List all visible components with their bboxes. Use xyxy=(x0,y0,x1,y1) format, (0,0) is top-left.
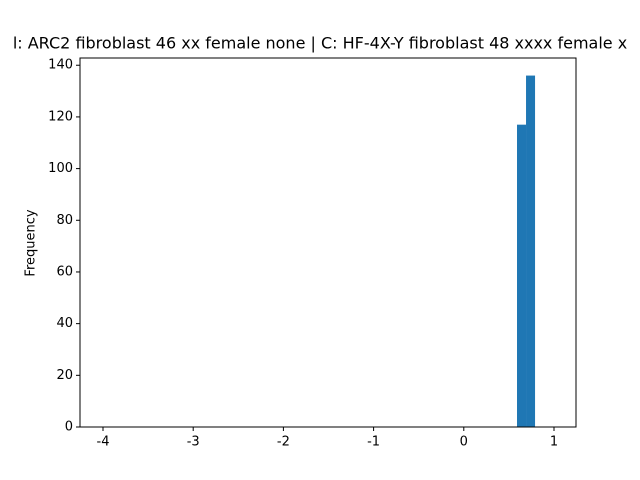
x-tick-label: -1 xyxy=(367,435,380,450)
y-tick-label: 140 xyxy=(48,58,73,73)
x-tick-label: 1 xyxy=(550,435,558,450)
y-tick-label: 40 xyxy=(56,316,73,331)
y-tick-label: 100 xyxy=(48,161,73,176)
y-tick-label: 80 xyxy=(56,213,73,228)
y-tick-label: 120 xyxy=(48,109,73,124)
y-tick-label: 20 xyxy=(56,368,73,383)
x-tick-label: -3 xyxy=(187,435,200,450)
bar xyxy=(526,75,536,428)
x-tick-label: -2 xyxy=(277,435,290,450)
x-tick-label: 0 xyxy=(460,435,468,450)
y-axis-label: Frequency xyxy=(24,209,39,276)
bar xyxy=(517,124,527,428)
chart-title: l: ARC2 fibroblast 46 xx female none | C… xyxy=(13,34,627,53)
y-tick-label: 60 xyxy=(56,264,73,279)
y-tick-label: 0 xyxy=(65,420,73,435)
x-tick-label: -4 xyxy=(97,435,110,450)
plot-frame xyxy=(79,57,577,428)
